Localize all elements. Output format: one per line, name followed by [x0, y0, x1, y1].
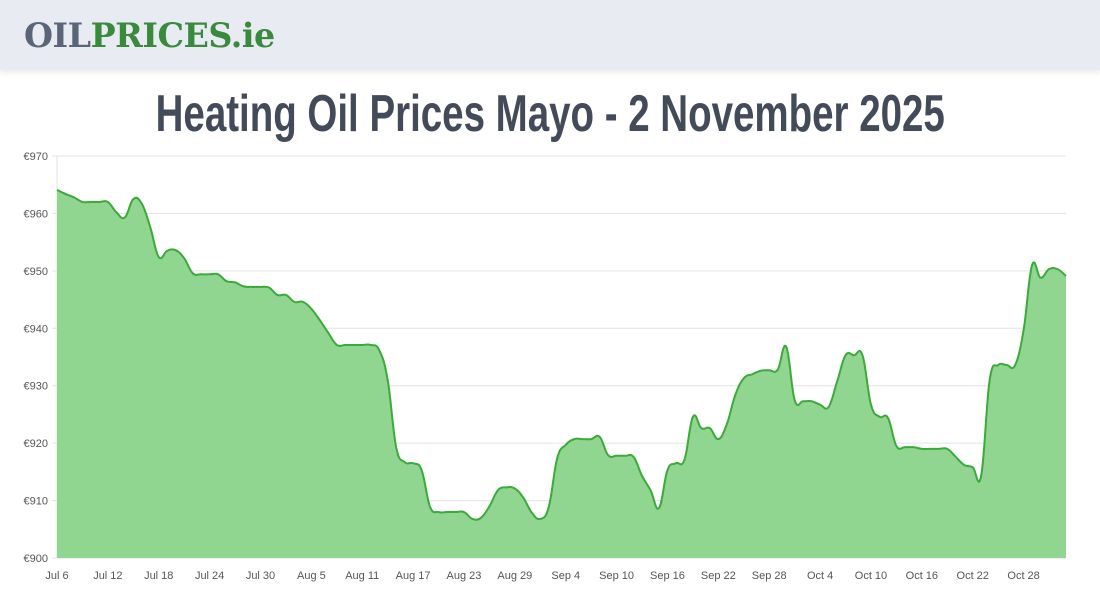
x-tick-label: Oct 4 [807, 570, 833, 582]
x-tick-label: Oct 28 [1007, 570, 1039, 582]
x-tick-label: Jul 18 [144, 570, 173, 582]
x-tick-label: Oct 16 [906, 570, 938, 582]
y-axis: €970 €960 €950 €940 €930 €920 €910 €900 [24, 151, 48, 565]
price-line[interactable] [56, 188, 1067, 521]
price-chart: €970 €960 €950 €940 €930 €920 €910 €900 Jul 6 Ju… [0, 140, 1100, 600]
y-tick-label: €950 [24, 266, 48, 278]
y-tick-label: €970 [24, 151, 48, 163]
x-tick-label: Jul 24 [195, 570, 224, 582]
x-tick-label: Aug 17 [396, 570, 431, 582]
x-tick-label: Aug 23 [447, 570, 482, 582]
chart-svg: €970€960€950€940€930€920€910€900 Jul 6 Ju… [24, 151, 1067, 582]
x-tick-label: Aug 29 [497, 570, 532, 582]
x-axis: Jul 6 Jul 12 Jul 18 Jul 24 Jul 30 Aug 5 Aug 11… [45, 570, 1039, 582]
title-container: Heating Oil Prices Mayo - 2 November 202… [0, 84, 1100, 144]
x-tick-label: Sep 16 [650, 570, 685, 582]
y-tick-label: €960 [24, 208, 48, 220]
y-tick-label: €920 [24, 438, 48, 450]
logo-text-prices: PRICES.ie [90, 16, 276, 56]
y-tick-label: €900 [24, 553, 48, 565]
site-header: OILPRICES.ie [0, 0, 1100, 70]
price-area-fill [57, 189, 1066, 558]
site-logo[interactable]: OILPRICES.ie [24, 16, 275, 56]
x-tick-label: Sep 28 [752, 570, 787, 582]
x-tick-label: Sep 4 [551, 570, 580, 582]
x-tick-label: Oct 10 [855, 570, 887, 582]
y-tick-label: €930 [24, 381, 48, 393]
x-tick-label: Oct 22 [957, 570, 989, 582]
x-tick-label: Aug 11 [345, 570, 379, 582]
x-tick-label: Aug 5 [297, 570, 326, 582]
y-tick-label: €940 [24, 323, 48, 335]
x-tick-label: Jul 30 [246, 570, 275, 582]
y-tick-label: €910 [24, 496, 48, 508]
page-title: Heating Oil Prices Mayo - 2 November 202… [155, 85, 945, 143]
x-tick-label: Jul 6 [45, 570, 68, 582]
x-tick-label: Sep 10 [599, 570, 634, 582]
x-tick-label: Sep 22 [701, 570, 736, 582]
x-tick-label: Jul 12 [93, 570, 122, 582]
logo-text-oil: OIL [24, 16, 91, 56]
